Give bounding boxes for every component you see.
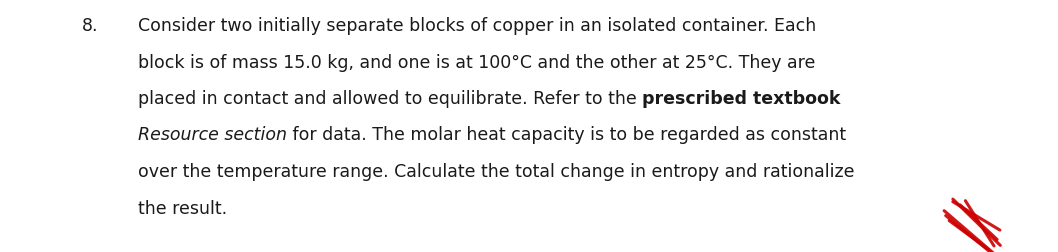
- Text: placed in contact and allowed to equilibrate. Refer to the: placed in contact and allowed to equilib…: [138, 90, 642, 108]
- Text: for data. The molar heat capacity is to be regarded as constant: for data. The molar heat capacity is to …: [287, 127, 846, 144]
- Text: over the temperature range. Calculate the total change in entropy and rationaliz: over the temperature range. Calculate th…: [138, 163, 855, 181]
- Text: 8.: 8.: [83, 17, 98, 35]
- Text: block is of mass 15.0 kg, and one is at 100°C and the other at 25°C. They are: block is of mass 15.0 kg, and one is at …: [138, 53, 816, 72]
- Text: Consider two initially separate blocks of copper in an isolated container. Each: Consider two initially separate blocks o…: [138, 17, 817, 35]
- Text: prescribed textbook: prescribed textbook: [642, 90, 841, 108]
- Text: the result.: the result.: [138, 200, 227, 217]
- Text: Resource section: Resource section: [138, 127, 287, 144]
